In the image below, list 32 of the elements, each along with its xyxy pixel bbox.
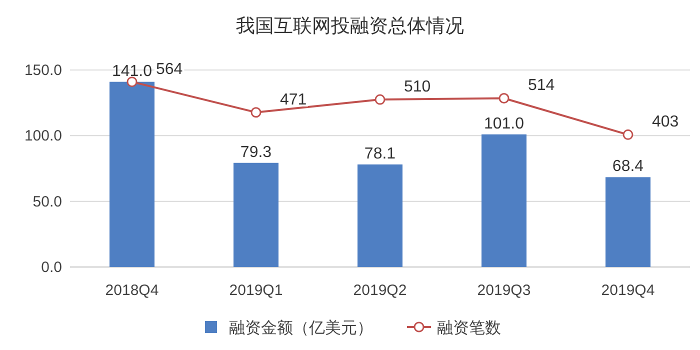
legend-label: 融资金额（亿美元） [229, 319, 373, 337]
x-tick-label: 2019Q1 [229, 282, 283, 299]
y-tick-label: 50.0 [32, 193, 62, 210]
point [374, 94, 386, 105]
legend-label: 融资笔数 [437, 319, 501, 337]
data-label: 68.4 [612, 158, 644, 176]
x-tick-label: 2018Q4 [105, 282, 159, 299]
data-label: 78.1 [364, 145, 396, 162]
data-label: 471 [280, 91, 307, 108]
data-label: 403 [652, 114, 679, 131]
point [250, 107, 262, 118]
data-label: 79.3 [240, 144, 272, 161]
data-label: 101.0 [484, 115, 524, 132]
bar [234, 162, 278, 267]
x-tick-label: 2019Q2 [353, 282, 407, 299]
bar [482, 134, 526, 267]
x-tick-label: 2019Q3 [477, 282, 531, 299]
data-label: 564 [156, 60, 183, 78]
data-label: 141.0 [112, 62, 152, 80]
y-tick-label: 100.0 [24, 128, 62, 145]
bar [606, 177, 650, 267]
y-tick-label: 150.0 [24, 62, 62, 79]
bar [358, 164, 402, 267]
chart-title: 我国互联网投融资总体情况 [236, 16, 464, 37]
y-tick-label: 0.0 [41, 259, 62, 276]
point [126, 76, 138, 88]
x-tick-label: 2019Q4 [601, 282, 655, 299]
data-label: 510 [404, 78, 431, 96]
bar [110, 82, 154, 267]
point [622, 129, 634, 140]
point [498, 92, 510, 104]
data-label: 514 [528, 77, 555, 94]
